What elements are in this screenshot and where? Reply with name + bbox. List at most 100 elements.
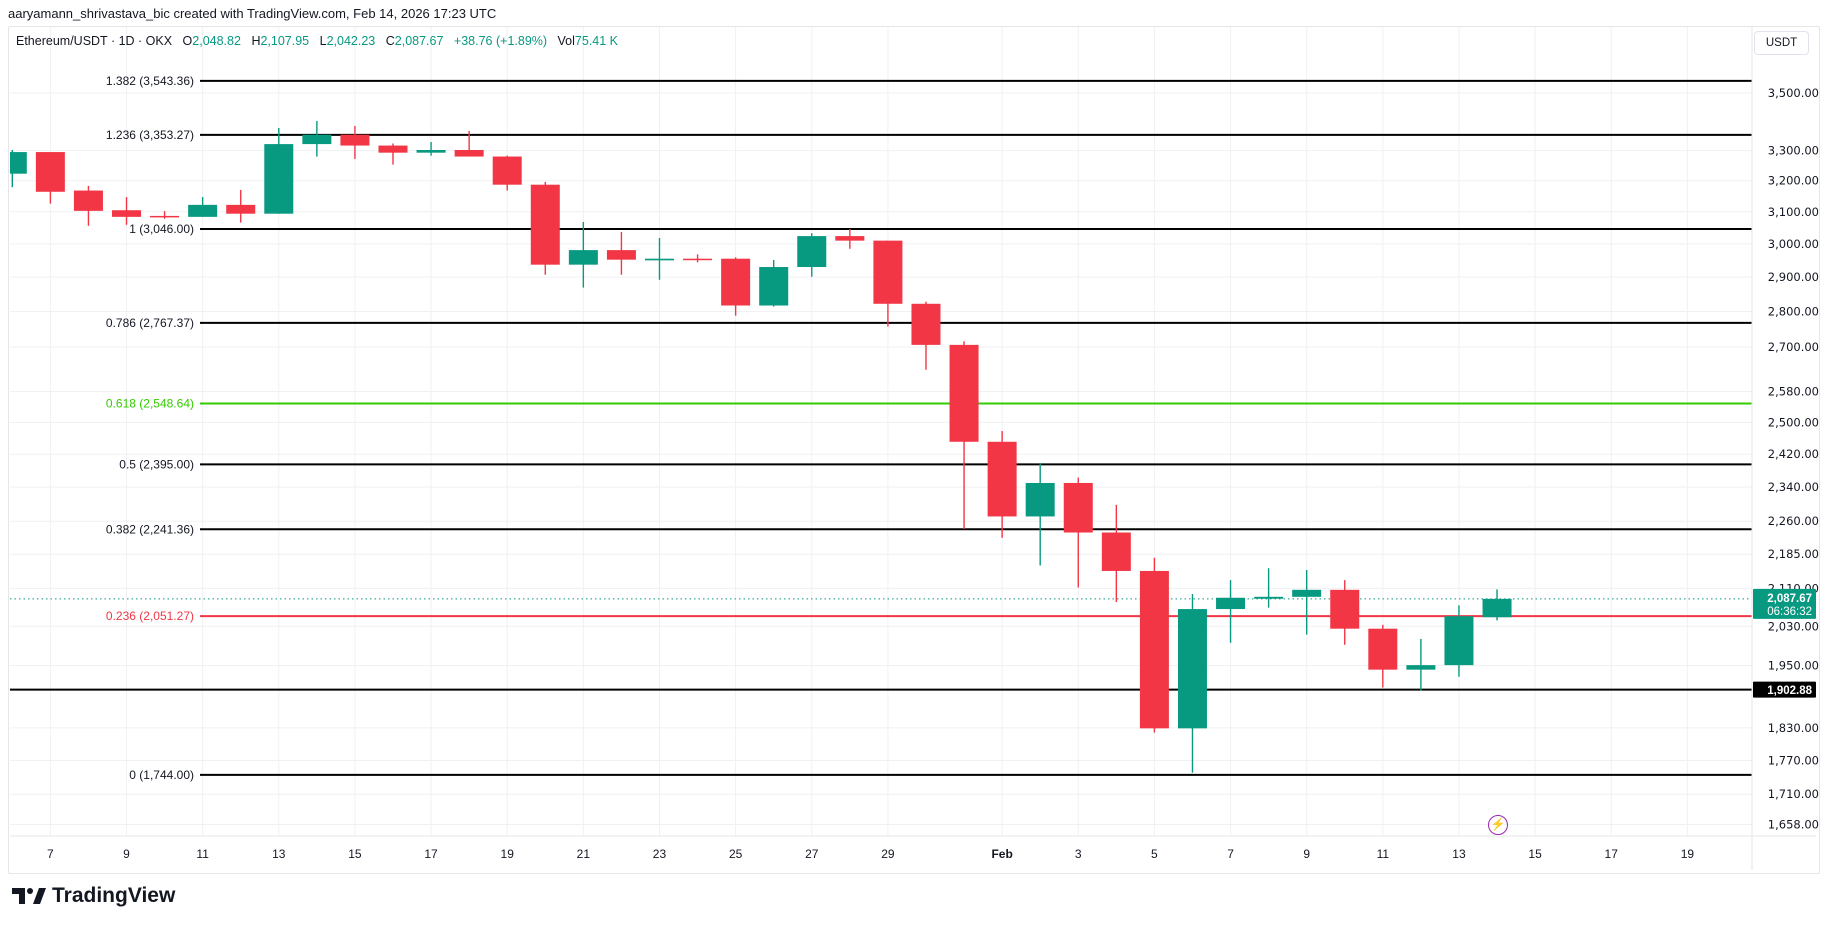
candle-wick	[468, 130, 470, 157]
candle-body	[492, 156, 522, 185]
fib-level-label: 1.236 (3,353.27)	[106, 128, 194, 142]
price-tick-label: 1,830.00	[1768, 721, 1819, 735]
candle-jan-22	[606, 231, 636, 275]
fib-level-label: 0.618 (2,548.64)	[106, 397, 194, 411]
candle-feb-1	[987, 431, 1017, 538]
price-tick-label: 2,185.00	[1768, 547, 1819, 561]
candle-feb-7	[1216, 580, 1246, 643]
candle-body	[1101, 532, 1131, 571]
candle-jan-25	[721, 257, 751, 316]
price-tick-label: 3,200.00	[1768, 174, 1819, 188]
candle-body	[1482, 598, 1512, 618]
candle-jan-24	[683, 254, 713, 263]
candle-body	[797, 236, 827, 268]
candle-feb-4	[1101, 504, 1131, 602]
candle-wick	[1305, 570, 1308, 635]
candle-feb-3	[1063, 477, 1093, 588]
candle-body	[10, 152, 27, 174]
price-tick-label: 3,000.00	[1768, 237, 1819, 251]
candle-jan-16	[378, 143, 408, 165]
candle-feb-2	[1025, 463, 1055, 566]
time-tick-label: 3	[1075, 847, 1082, 861]
candle-jan-9	[112, 197, 142, 225]
symbol-legend: Ethereum/USDT · 1D · OKX O2,048.82 H2,10…	[16, 34, 618, 48]
candle-wick	[1420, 638, 1422, 691]
candle-jan-30	[911, 301, 941, 370]
candle-body	[1139, 570, 1169, 729]
time-tick-label: 25	[729, 847, 743, 861]
low-value: 2,042.23	[326, 34, 376, 48]
candle-jan-18	[454, 130, 484, 157]
last-price-label: 2,087.67	[1767, 593, 1812, 605]
price-tick-label: 2,700.00	[1768, 340, 1819, 354]
price-tick-label: 3,100.00	[1768, 205, 1819, 219]
candle-wick	[1077, 477, 1079, 588]
candle-body	[1368, 628, 1398, 670]
candle-body	[1216, 597, 1246, 610]
high-label: H	[251, 34, 261, 48]
candle-body	[150, 215, 180, 218]
candle-jan-11	[188, 197, 218, 217]
candle-wick	[1229, 580, 1232, 643]
candle-jan-7	[35, 152, 65, 204]
candle-jan-20	[530, 181, 560, 275]
lightning-icon[interactable]: ⚡	[1488, 815, 1508, 835]
price-tick-label: 3,300.00	[1768, 144, 1819, 158]
volume-label: Vol	[557, 34, 575, 48]
price-tick-label: 2,580.00	[1768, 385, 1819, 399]
time-tick-label: 5	[1151, 847, 1158, 861]
fib-level-label: 1.382 (3,543.36)	[106, 74, 194, 88]
candle-jan-28	[835, 229, 865, 249]
candle-body	[683, 258, 713, 261]
candle-body	[188, 204, 218, 217]
volume-value: 75.41 K	[574, 34, 619, 48]
candle-body	[1406, 665, 1436, 670]
time-tick-label: 17	[424, 847, 438, 861]
candle-feb-12	[1406, 638, 1436, 691]
candle-jan-14	[302, 121, 332, 157]
time-tick-label: 19	[501, 847, 515, 861]
open-value: 2,048.82	[192, 34, 241, 48]
chart-frame	[8, 26, 1820, 874]
time-tick-label: 23	[653, 847, 667, 861]
price-tick-label: 1,710.00	[1768, 787, 1819, 801]
candle-jan-6	[10, 149, 27, 188]
time-tick-label: 11	[196, 847, 209, 861]
candle-body	[1330, 589, 1360, 629]
time-tick-label: 13	[1452, 847, 1466, 861]
candle-feb-10	[1330, 580, 1360, 645]
candle-feb-9	[1292, 570, 1322, 635]
time-tick-label: 11	[1377, 847, 1390, 861]
candle-body	[873, 240, 903, 304]
price-tick-label: 2,800.00	[1768, 304, 1819, 318]
time-tick-label: 21	[577, 847, 591, 861]
fib-level-label: 0.382 (2,241.36)	[106, 522, 194, 536]
currency-button[interactable]: USDT	[1754, 31, 1809, 55]
candle-jan-19	[492, 155, 522, 191]
symbol-title[interactable]: Ethereum/USDT · 1D · OKX	[16, 34, 173, 48]
last-price-tag	[1753, 588, 1816, 619]
logo-text: TradingView	[52, 884, 176, 907]
fib-level-label: 0.5 (2,395.00)	[119, 457, 194, 471]
time-tick-label: 17	[1605, 847, 1619, 861]
price-tick-label: 2,900.00	[1768, 270, 1819, 284]
time-tick-label: 19	[1681, 847, 1695, 861]
price-tick-label: 3,500.00	[1768, 86, 1819, 100]
candle-jan-10	[150, 211, 180, 219]
tradingview-logo-icon	[12, 888, 46, 904]
candle-jan-21	[568, 221, 598, 288]
price-tick-label: 1,658.00	[1768, 817, 1819, 831]
candle-body	[1025, 482, 1055, 517]
candle-body	[378, 145, 408, 153]
low-label: L	[319, 34, 327, 48]
tradingview-logo[interactable]: TradingView	[12, 884, 175, 908]
price-axis: 3,500.00 3,300.00 3,200.00 3,100.00 3,000.00…	[1751, 27, 1819, 870]
price-tick-label: 2,500.00	[1768, 415, 1819, 429]
candle-feb-8	[1254, 568, 1284, 608]
price-tick-label: 2,260.00	[1768, 514, 1819, 528]
candles	[10, 121, 1512, 773]
candle-jan-23	[644, 238, 674, 280]
candle-jan-8	[73, 185, 103, 226]
candle-wick	[392, 143, 394, 165]
